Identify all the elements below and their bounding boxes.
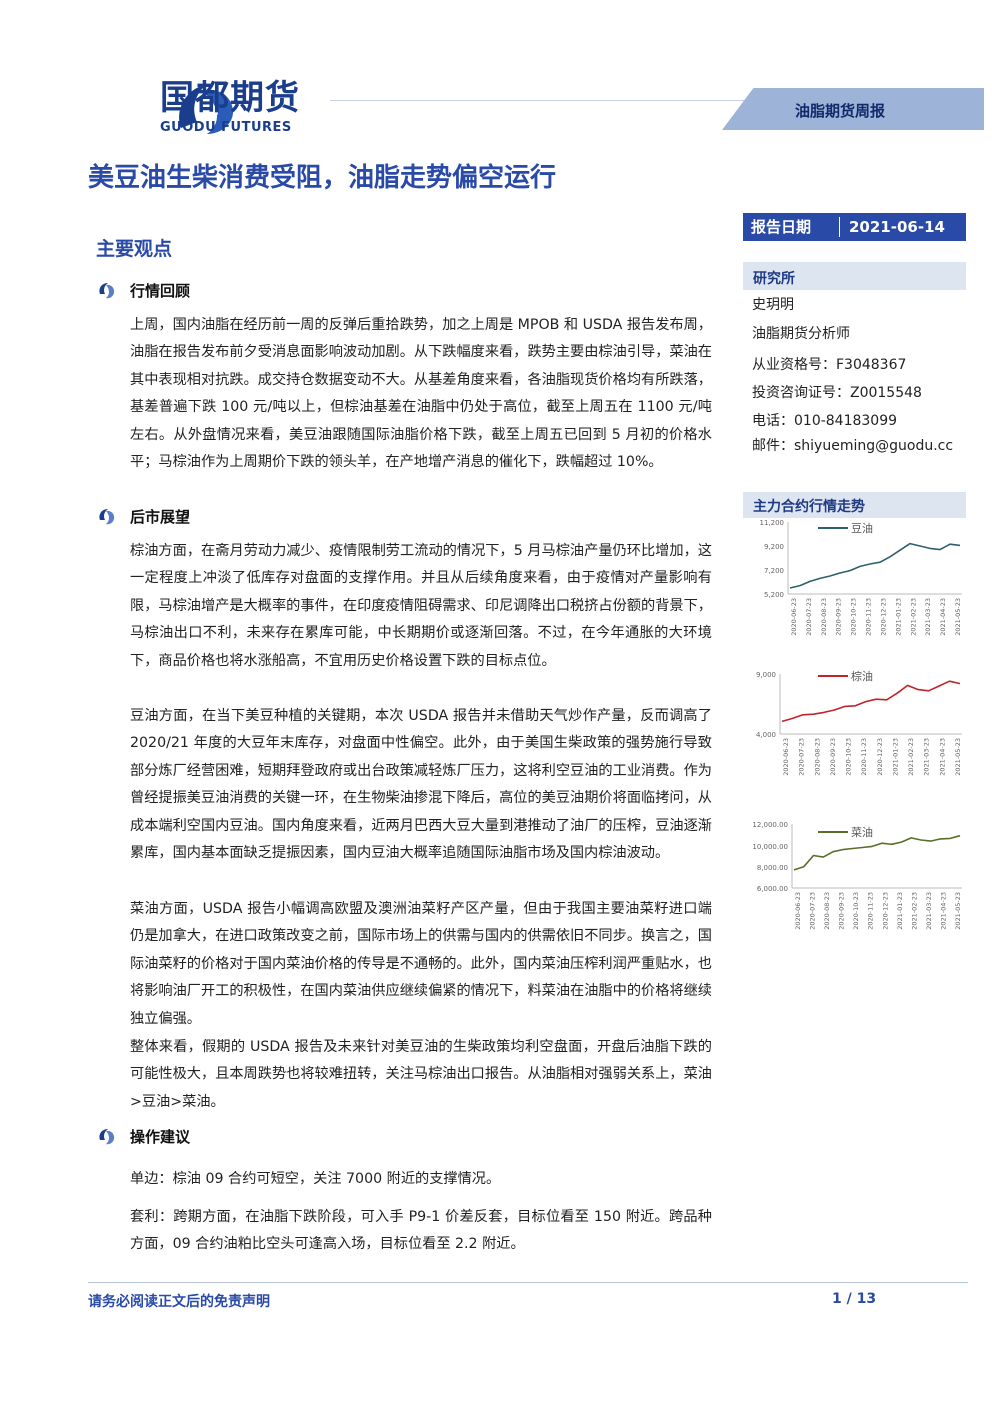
outlook-paragraph-overall: 整体来看，假期的 USDA 报告及未来针对美豆油的生柴政策均利空盘面，开盘后油脂… <box>130 1039 712 1110</box>
x-tick-label: 2020-08-23 <box>813 738 821 776</box>
legend-label: 棕油 <box>851 669 873 683</box>
review-paragraph: 上周，国内油脂在经历前一周的反弹后重拾跌势，加之上周是 MPOB 和 USDA … <box>130 317 712 471</box>
chart-svg: 11,200 9,200 7,200 5,200 2020-06-23 2020-07-2… <box>760 519 962 636</box>
palm-oil-chart: 9,000 4,000 2020-06-23 2020-07-23 2020-08-23… <box>740 664 970 794</box>
y-tick-label: 12,000.00 <box>752 821 788 829</box>
x-tick-label: 2021-05-23 <box>954 598 962 636</box>
advice-single: 单边：棕油 09 合约可短空，关注 7000 附近的支撑情况。 <box>130 1171 501 1187</box>
x-tick-label: 2020-12-23 <box>881 892 889 930</box>
chart-svg: 9,000 4,000 2020-06-23 2020-07-23 2020-08-23… <box>756 669 962 776</box>
y-tick-label: 5,200 <box>764 591 784 599</box>
soybean-oil-chart: 11,200 9,200 7,200 5,200 2020-06-23 2020-07-2… <box>740 518 970 648</box>
series-line <box>781 680 961 723</box>
x-tick-label: 2021-01-23 <box>896 892 904 930</box>
x-tick-label: 2020-11-23 <box>867 892 875 930</box>
chart-svg: 12,000.00 10,000.00 8,000.00 6,000.00 2020-0… <box>752 821 962 930</box>
x-tick-label: 2021-03-23 <box>924 598 932 636</box>
x-tick-label: 2020-08-23 <box>823 892 831 930</box>
report-date-label: 报告日期 <box>751 218 812 236</box>
x-tick-label: 2020-08-23 <box>820 598 828 636</box>
analyst-name: 史玥明 <box>752 297 794 313</box>
x-tick-label: 2021-04-23 <box>938 738 946 776</box>
analyst-license: 从业资格号：F3048367 <box>752 357 907 373</box>
x-tick-label: 2021-02-23 <box>909 598 917 636</box>
report-date-box: 报告日期 2021-06-14 <box>743 213 966 241</box>
x-tick-label: 2021-01-23 <box>891 738 899 776</box>
x-tick-label: 2020-12-23 <box>876 738 884 776</box>
chart-heading-box <box>743 492 966 518</box>
x-tick-label: 2020-09-23 <box>838 892 846 930</box>
x-tick-label: 2020-09-23 <box>829 738 837 776</box>
page-number: 1 / 13 <box>832 1291 877 1307</box>
section-bullet-icon <box>99 283 115 299</box>
brand-name-en: GUODU FUTURES <box>160 120 292 135</box>
outlook-paragraph-rapeseed: 菜油方面，USDA 报告小幅调高欧盟及澳洲油菜籽产区产量，但由于我国主要油菜籽进… <box>130 901 712 1027</box>
section-bullet-icon <box>99 509 115 525</box>
outlook-paragraph-palm: 棕油方面，在斋月劳动力减少、疫情限制劳工流动的情况下，5 月马棕油产量仍环比增加… <box>130 543 712 669</box>
y-tick-label: 8,000.00 <box>757 864 788 872</box>
report-type: 油脂期货周报 <box>795 102 886 120</box>
analyst-consult-license: 投资咨询证号：Z0015548 <box>752 385 922 401</box>
x-tick-label: 2021-05-23 <box>954 892 962 930</box>
section-heading-advice: 操作建议 <box>130 1128 191 1146</box>
x-tick-label: 2020-09-23 <box>835 598 843 636</box>
header-divider <box>330 100 785 101</box>
report-date-separator <box>839 217 840 237</box>
report-type-banner <box>722 88 984 130</box>
footer-divider <box>88 1282 968 1283</box>
analyst-email: 邮件：shiyueming@guodu.cc <box>752 438 954 454</box>
x-tick-label: 2020-11-23 <box>865 598 873 636</box>
outlook-paragraph-soy: 豆油方面，在当下美豆种植的关键期，本次 USDA 报告并未借助天气炒作产量，反而… <box>130 708 712 862</box>
x-tick-label: 2021-04-23 <box>939 598 947 636</box>
research-label: 研究所 <box>753 271 795 287</box>
y-tick-label: 9,200 <box>764 543 784 551</box>
section-bullet-icon <box>99 1129 115 1145</box>
analyst-title: 油脂期货分析师 <box>752 326 850 342</box>
x-tick-label: 2020-07-23 <box>798 738 806 776</box>
y-tick-label: 10,000.00 <box>752 843 788 851</box>
research-header-box <box>743 262 966 290</box>
analyst-phone: 电话：010-84183099 <box>752 413 898 429</box>
main-section-title: 主要观点 <box>96 238 173 260</box>
chart-heading: 主力合约行情走势 <box>753 499 865 515</box>
company-logo-icon <box>179 84 233 134</box>
x-tick-label: 2020-10-23 <box>852 892 860 930</box>
x-tick-label: 2020-06-23 <box>782 738 790 776</box>
y-tick-label: 11,200 <box>760 519 785 527</box>
y-tick-label: 7,200 <box>764 567 784 575</box>
series-line <box>793 834 961 871</box>
legend-label: 豆油 <box>851 521 873 535</box>
legend-label: 菜油 <box>851 825 873 839</box>
rapeseed-oil-chart: 12,000.00 10,000.00 8,000.00 6,000.00 2020-0… <box>740 814 970 944</box>
x-tick-label: 2021-02-23 <box>907 738 915 776</box>
x-tick-label: 2021-05-23 <box>954 738 962 776</box>
x-tick-label: 2020-12-23 <box>879 598 887 636</box>
report-date-value: 2021-06-14 <box>849 218 945 236</box>
y-tick-label: 4,000 <box>756 731 776 739</box>
x-tick-label: 2020-07-23 <box>805 598 813 636</box>
brand-name-cn: 国都期货 <box>160 78 300 118</box>
y-tick-label: 9,000 <box>756 671 776 679</box>
x-tick-label: 2020-06-23 <box>790 598 798 636</box>
footer-disclaimer: 请务必阅读正文后的免责声明 <box>88 1294 270 1310</box>
x-tick-label: 2020-06-23 <box>794 892 802 930</box>
x-tick-label: 2020-10-23 <box>850 598 858 636</box>
x-tick-label: 2021-01-23 <box>894 598 902 636</box>
x-tick-label: 2021-02-23 <box>910 892 918 930</box>
x-tick-label: 2021-03-23 <box>923 738 931 776</box>
section-heading-review: 行情回顾 <box>130 282 191 300</box>
y-tick-label: 6,000.00 <box>757 885 788 893</box>
x-tick-label: 2020-11-23 <box>860 738 868 776</box>
page-title: 美豆油生柴消费受阻，油脂走势偏空运行 <box>88 163 557 193</box>
x-tick-label: 2020-10-23 <box>845 738 853 776</box>
x-tick-label: 2021-03-23 <box>925 892 933 930</box>
series-line <box>789 542 961 589</box>
x-tick-label: 2021-04-23 <box>939 892 947 930</box>
section-heading-outlook: 后市展望 <box>130 508 191 526</box>
advice-arbitrage: 套利：跨期方面，在油脂下跌阶段，可入手 P9-1 价差反套，目标位看至 150 … <box>130 1209 712 1253</box>
x-tick-label: 2020-07-23 <box>809 892 817 930</box>
